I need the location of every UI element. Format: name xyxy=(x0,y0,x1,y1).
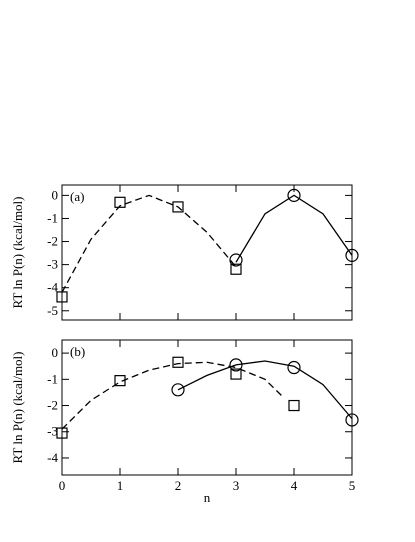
y-tick-label: -4 xyxy=(47,280,58,295)
circle-marker xyxy=(171,383,185,397)
x-tick-label: 3 xyxy=(233,478,240,493)
y-tick-label: -2 xyxy=(47,398,58,413)
x-tick-label: 5 xyxy=(349,478,356,493)
y-tick-label: -2 xyxy=(47,234,58,249)
y-axis-label: RT ln P(n) (kcal/mol) xyxy=(10,197,25,309)
circle-marker xyxy=(229,358,243,372)
fit-curve xyxy=(61,361,283,430)
square-marker xyxy=(288,399,300,412)
square-marker xyxy=(114,375,126,387)
panel-label: (b) xyxy=(70,344,85,359)
square-marker xyxy=(230,263,242,275)
square-marker xyxy=(56,291,68,303)
y-tick-label: -3 xyxy=(47,257,58,272)
x-tick-label: 1 xyxy=(117,478,124,493)
circle-marker xyxy=(287,188,301,202)
circle-marker xyxy=(287,360,301,375)
y-tick-label: -4 xyxy=(47,450,58,465)
square-marker xyxy=(172,201,184,213)
fit-curve xyxy=(235,194,353,263)
x-tick-label: 2 xyxy=(175,478,182,493)
y-tick-label: -3 xyxy=(47,424,58,439)
y-tick-label: -1 xyxy=(47,210,58,225)
circle-marker xyxy=(229,253,243,267)
y-tick-label: -5 xyxy=(47,303,58,318)
fit-curve xyxy=(177,360,353,420)
y-tick-label: 0 xyxy=(52,187,59,202)
plot-frame xyxy=(61,339,353,476)
y-axis-label: RT ln P(n) (kcal/mol) xyxy=(10,352,25,464)
fit-curve xyxy=(61,194,237,293)
square-marker xyxy=(172,356,184,368)
y-tick-label: -1 xyxy=(47,371,58,386)
square-marker xyxy=(56,427,68,439)
x-tick-label: 4 xyxy=(291,478,298,493)
circle-marker xyxy=(345,248,359,262)
x-axis-label: n xyxy=(204,490,211,505)
circle-marker xyxy=(345,413,359,427)
plot-frame xyxy=(61,184,353,321)
x-tick-label: 0 xyxy=(59,478,66,493)
square-marker xyxy=(114,196,126,208)
y-tick-label: 0 xyxy=(52,345,59,360)
square-marker xyxy=(230,368,242,380)
panel-label: (a) xyxy=(70,189,84,204)
